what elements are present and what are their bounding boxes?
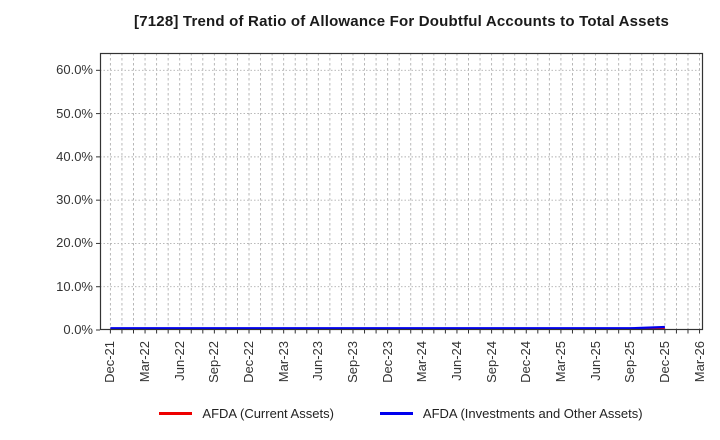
x-tick-label: Sep-25 (622, 341, 638, 383)
x-tick-label: Dec-22 (241, 341, 257, 383)
y-tick-label: 20.0% (56, 235, 93, 251)
legend: AFDA (Current Assets) AFDA (Investments a… (0, 406, 720, 421)
y-tick-label: 30.0% (56, 192, 93, 208)
x-tick-label: Jun-24 (448, 341, 464, 381)
legend-item: AFDA (Current Assets) (159, 406, 334, 421)
legend-item: AFDA (Investments and Other Assets) (379, 406, 643, 421)
x-tick-label: Sep-24 (483, 341, 499, 383)
x-tick-label: Jun-22 (171, 341, 187, 381)
y-tick-label: 40.0% (56, 148, 93, 164)
x-tick-label: Jun-23 (310, 341, 326, 381)
legend-label: AFDA (Investments and Other Assets) (422, 406, 643, 421)
x-tick-label: Dec-23 (379, 341, 395, 383)
legend-line-swatch (159, 412, 193, 415)
plot-canvas (96, 52, 704, 334)
x-tick-label: Mar-22 (137, 341, 153, 383)
x-tick-label: Jun-25 (587, 341, 603, 381)
chart-title: [7128] Trend of Ratio of Allowance For D… (134, 13, 669, 30)
x-tick-label: Mar-26 (691, 341, 707, 383)
x-tick-label: Dec-21 (102, 341, 118, 383)
legend-line-swatch (379, 412, 413, 415)
x-tick-label: Mar-23 (275, 341, 291, 383)
x-tick-label: Dec-24 (518, 341, 534, 383)
plot-area (96, 52, 704, 334)
y-tick-label: 0.0% (63, 322, 93, 337)
y-tick-label: 10.0% (56, 278, 93, 294)
legend-label: AFDA (Current Assets) (202, 406, 334, 421)
y-tick-label: 50.0% (56, 105, 93, 121)
y-tick-label: 60.0% (56, 62, 93, 78)
x-tick-label: Mar-25 (552, 341, 568, 383)
x-tick-label: Sep-22 (206, 341, 222, 383)
x-tick-label: Dec-25 (656, 341, 672, 383)
x-tick-label: Sep-23 (344, 341, 360, 383)
x-tick-label: Mar-24 (414, 341, 430, 383)
